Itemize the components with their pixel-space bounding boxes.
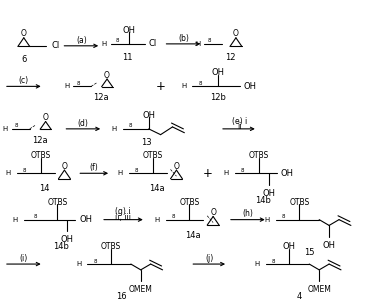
Text: (d): (d) — [78, 119, 89, 127]
Text: OH: OH — [262, 189, 275, 198]
Text: H: H — [224, 170, 229, 176]
Text: H: H — [154, 217, 159, 223]
Text: 8: 8 — [76, 81, 80, 86]
Text: 8: 8 — [23, 168, 27, 173]
Text: O: O — [233, 29, 239, 38]
Text: OH: OH — [79, 215, 92, 224]
Text: O: O — [61, 162, 68, 171]
Text: OTBS: OTBS — [142, 151, 163, 160]
Text: 8: 8 — [172, 214, 175, 219]
Text: (f): (f) — [90, 163, 98, 172]
Text: (j): (j) — [205, 254, 213, 263]
Text: OH: OH — [61, 235, 74, 244]
Text: ii, iii: ii, iii — [115, 213, 131, 222]
Text: Cl: Cl — [52, 41, 60, 50]
Text: OH: OH — [283, 242, 296, 251]
Text: Cl: Cl — [149, 39, 157, 48]
Text: OMEM: OMEM — [307, 285, 331, 294]
Text: 4: 4 — [297, 292, 302, 301]
Text: OTBS: OTBS — [249, 151, 269, 160]
Text: 8: 8 — [15, 124, 19, 128]
Text: 14: 14 — [39, 184, 50, 193]
Text: OTBS: OTBS — [179, 198, 200, 207]
Text: O: O — [174, 162, 179, 171]
Text: O: O — [21, 29, 27, 38]
Text: 14b: 14b — [54, 242, 69, 251]
Text: OH: OH — [281, 169, 293, 178]
Text: 16: 16 — [116, 292, 126, 301]
Text: H: H — [3, 126, 8, 132]
Text: OH: OH — [142, 111, 155, 120]
Text: O: O — [43, 113, 49, 122]
Text: OH: OH — [122, 26, 135, 35]
Text: OMEM: OMEM — [129, 285, 153, 294]
Text: (a): (a) — [76, 36, 87, 44]
Text: 8: 8 — [93, 259, 97, 264]
Text: 14a: 14a — [186, 231, 201, 239]
Text: H: H — [254, 261, 260, 267]
Text: O: O — [210, 208, 216, 217]
Text: OTBS: OTBS — [101, 242, 121, 251]
Text: OTBS: OTBS — [47, 198, 68, 207]
Text: 15: 15 — [304, 248, 315, 257]
Text: OH: OH — [323, 241, 335, 250]
Text: OTBS: OTBS — [289, 198, 310, 207]
Text: H: H — [64, 83, 69, 89]
Text: (e) i: (e) i — [232, 117, 247, 126]
Text: 8: 8 — [34, 214, 37, 219]
Text: O: O — [104, 71, 110, 80]
Text: 13: 13 — [141, 138, 152, 147]
Text: (h): (h) — [242, 209, 253, 218]
Text: H: H — [181, 83, 186, 89]
Text: 8: 8 — [135, 168, 139, 173]
Text: (b): (b) — [178, 34, 189, 43]
Text: 8: 8 — [198, 81, 202, 86]
Text: 14a: 14a — [149, 184, 164, 193]
Text: +: + — [203, 167, 213, 180]
Text: (c): (c) — [19, 76, 29, 85]
Text: 11: 11 — [122, 53, 132, 62]
Text: 8: 8 — [207, 38, 211, 43]
Text: 14b: 14b — [255, 196, 271, 205]
Text: 12: 12 — [225, 53, 235, 62]
Text: 6: 6 — [21, 55, 27, 64]
Text: H: H — [195, 41, 200, 47]
Text: 12a: 12a — [93, 93, 109, 102]
Text: 8: 8 — [241, 168, 245, 173]
Text: H: H — [6, 170, 11, 176]
Text: OTBS: OTBS — [30, 151, 51, 160]
Text: H: H — [76, 261, 81, 267]
Text: (i): (i) — [20, 254, 28, 263]
Text: H: H — [264, 217, 270, 223]
Text: 8: 8 — [115, 38, 119, 43]
Text: 12a: 12a — [32, 136, 47, 145]
Text: H: H — [118, 170, 123, 176]
Text: (g) i: (g) i — [115, 207, 131, 217]
Text: 12b: 12b — [210, 93, 226, 102]
Text: 8: 8 — [282, 214, 285, 219]
Text: 8: 8 — [129, 124, 133, 128]
Text: H: H — [112, 126, 117, 132]
Text: OH: OH — [244, 82, 257, 91]
Text: OH: OH — [212, 68, 225, 77]
Text: ii: ii — [238, 122, 242, 131]
Text: 8: 8 — [272, 259, 275, 264]
Text: H: H — [13, 217, 18, 223]
Text: +: + — [156, 80, 166, 93]
Text: H: H — [102, 41, 107, 47]
